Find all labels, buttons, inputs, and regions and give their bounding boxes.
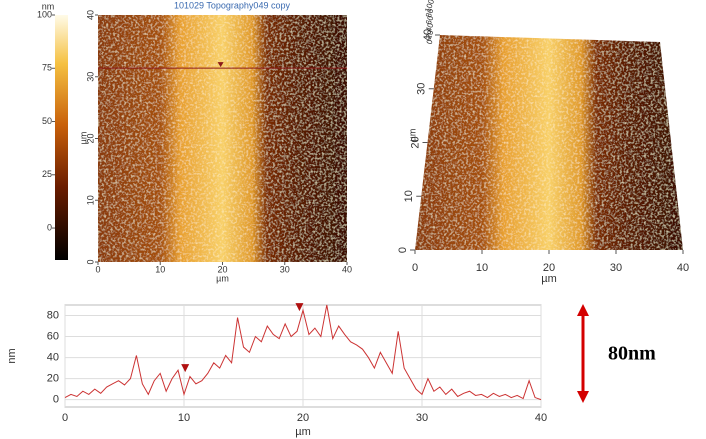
colorbar: [55, 15, 68, 260]
x-tick-label: 0: [95, 264, 100, 274]
y-tick-label: 0: [53, 394, 59, 406]
z-tick-label: 80: [424, 7, 436, 19]
x-tick-label: 40: [342, 264, 352, 274]
x-tick-label: 40: [677, 262, 689, 274]
x-tick-label: 10: [155, 264, 165, 274]
colorbar-tick-label: 100: [37, 9, 52, 19]
y-tick-label: 30: [416, 83, 428, 95]
colorbar-tick-label: 75: [42, 63, 52, 73]
z-tick-label: 20: [424, 28, 436, 40]
surface-3d: [415, 35, 683, 250]
cursor-marker: [295, 303, 304, 312]
y-tick-label: 20: [85, 133, 95, 143]
x-tick-label: 0: [412, 262, 418, 274]
y-tick-label: 40: [47, 351, 59, 363]
y-axis-label: µm: [407, 129, 417, 142]
y-tick-label: 40: [85, 10, 95, 20]
x-tick-label: 20: [543, 262, 555, 274]
colorbar-tick-label: 25: [42, 169, 52, 179]
image-title: 101029 Topography049 copy: [174, 0, 290, 10]
x-tick-label: 0: [62, 412, 68, 424]
z-tick-label: 40: [424, 21, 436, 33]
arrow-head: [577, 391, 589, 403]
x-tick-label: 20: [217, 264, 227, 274]
y-tick-label: 20: [409, 136, 421, 148]
x-axis-label: µm: [216, 273, 229, 283]
y-tick-label: 0: [85, 259, 95, 264]
y-tick-label: 40: [422, 29, 434, 41]
y-tick-label: 10: [85, 195, 95, 205]
x-tick-label: 10: [178, 412, 190, 424]
x-tick-label: 40: [535, 412, 547, 424]
x-tick-label: 30: [416, 412, 428, 424]
colorbar-tick-label: 0: [47, 222, 52, 232]
x-tick-label: 10: [476, 262, 488, 274]
y-axis-label: µm: [78, 132, 88, 145]
colorbar-unit: nm: [42, 1, 55, 11]
topography-image: [98, 15, 347, 262]
z-tick-label: 0: [425, 38, 435, 46]
arrow-head: [577, 304, 589, 316]
image-cursor: [217, 62, 224, 68]
x-tick-label: 20: [297, 412, 309, 424]
x-tick-label: 30: [610, 262, 622, 274]
y-tick-label: 10: [403, 190, 415, 202]
colorbar-tick-label: 50: [42, 116, 52, 126]
y-tick-label: 60: [47, 330, 59, 342]
annotation: 80nm: [608, 343, 656, 365]
x-axis-label: µm: [295, 426, 311, 438]
z-tick-label: 60: [424, 14, 436, 26]
y-tick-label: 80: [47, 309, 59, 321]
y-tick-label: 0: [397, 247, 409, 253]
y-tick-label: 30: [85, 72, 95, 82]
profile-line: [64, 304, 542, 401]
cursor-marker: [181, 364, 190, 373]
y-axis-label: nm: [6, 348, 18, 363]
x-tick-label: 30: [280, 264, 290, 274]
x-axis-label: µm: [541, 273, 557, 285]
y-tick-label: 20: [47, 373, 59, 385]
